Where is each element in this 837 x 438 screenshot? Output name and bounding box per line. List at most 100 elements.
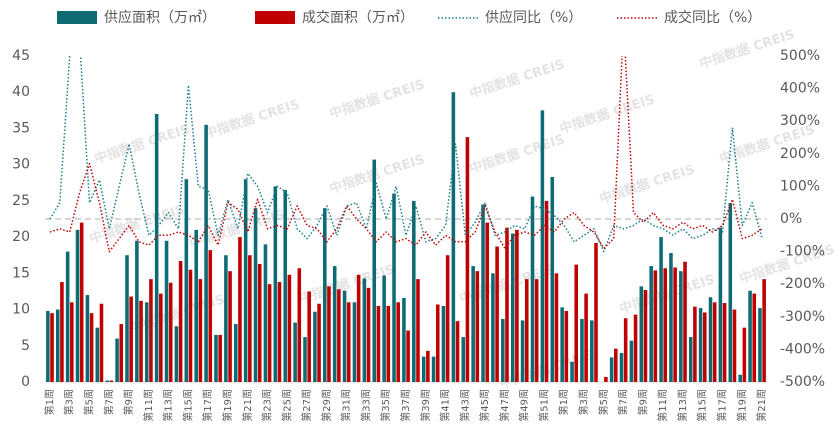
bar	[105, 380, 109, 382]
bar	[234, 324, 238, 382]
bar	[435, 304, 440, 382]
bar	[574, 264, 578, 382]
x-tick-label: 第19周	[735, 389, 748, 422]
y2-tick-label: -100%	[780, 244, 825, 260]
line	[49, 56, 763, 253]
bar	[722, 303, 727, 382]
bar	[253, 208, 258, 382]
x-tick-label: 第17周	[201, 389, 214, 422]
bar	[135, 240, 139, 382]
legend-label: 成交同比（%）	[664, 9, 761, 26]
bar	[524, 279, 529, 382]
bar	[99, 303, 104, 382]
bar	[623, 318, 628, 382]
bar	[604, 376, 608, 382]
line-group	[49, 56, 763, 253]
bar	[228, 271, 232, 382]
bar	[287, 274, 292, 382]
x-tick-label: 第13周	[162, 389, 175, 422]
y2-tick-label: 100%	[780, 178, 820, 194]
bar	[168, 282, 173, 382]
bar	[580, 318, 584, 382]
bar	[356, 274, 361, 382]
bar	[673, 267, 677, 382]
bar	[174, 326, 179, 382]
x-tick-label: 第23周	[261, 389, 274, 422]
bar	[570, 361, 574, 382]
bar	[386, 305, 391, 382]
bar	[712, 302, 717, 382]
y2-tick-label: 0%	[780, 211, 802, 227]
bar	[451, 92, 456, 382]
bar	[55, 309, 60, 382]
bar	[475, 271, 480, 382]
x-tick-label: 第39周	[419, 389, 432, 422]
x-tick-label: 第25周	[280, 389, 293, 422]
y2-tick-label: -400%	[780, 341, 825, 357]
bar	[688, 337, 693, 382]
bar	[317, 303, 321, 382]
y-tick-label: 15	[12, 265, 30, 281]
bar	[698, 308, 703, 382]
bar	[178, 261, 183, 382]
bar	[639, 286, 644, 382]
bar	[402, 297, 406, 382]
bar	[412, 200, 416, 382]
bar	[70, 302, 74, 382]
bar	[728, 203, 733, 382]
bar	[337, 289, 341, 382]
x-tick-label: 第19周	[221, 389, 234, 422]
bar	[505, 227, 509, 382]
legend-label: 供应同比（%）	[485, 9, 582, 26]
bar	[416, 279, 420, 382]
y2-tick-label: 200%	[780, 146, 820, 162]
x-tick-label: 第15周	[696, 389, 709, 422]
bar	[214, 334, 218, 382]
bar	[60, 282, 64, 382]
bar	[257, 263, 262, 382]
bar	[540, 110, 545, 382]
bar	[297, 268, 302, 382]
x-tick-label: 第45周	[478, 389, 491, 422]
x-tick-label: 第11周	[142, 389, 155, 422]
bar	[323, 208, 327, 382]
bar	[208, 250, 213, 382]
bar	[619, 353, 624, 382]
bar	[613, 348, 618, 382]
bar	[653, 270, 658, 382]
y2-tick-label: 300%	[780, 113, 820, 129]
bar	[115, 338, 119, 382]
bar	[164, 240, 169, 382]
bar	[406, 330, 410, 382]
y-tick-label: 30	[12, 157, 30, 173]
bar	[204, 124, 208, 383]
bar	[307, 291, 311, 382]
y-tick-label: 40	[12, 84, 30, 100]
x-tick-label: 第7周	[617, 389, 630, 415]
y-tick-label: 35	[12, 120, 30, 136]
bar	[224, 255, 228, 382]
bar	[273, 186, 278, 382]
bar	[342, 290, 347, 382]
x-tick-label: 第37周	[399, 389, 412, 422]
bar	[431, 356, 436, 382]
bar	[194, 229, 199, 382]
bar	[149, 279, 153, 382]
bar	[50, 313, 54, 382]
bar	[708, 297, 713, 382]
bar	[550, 176, 555, 382]
bar	[693, 306, 697, 382]
x-tick-label: 第1周	[43, 389, 56, 415]
bar	[75, 229, 80, 382]
y-tick-label: 20	[12, 229, 30, 245]
bar	[346, 302, 351, 382]
x-tick-label: 第21周	[755, 389, 768, 422]
bar	[485, 222, 489, 382]
bar	[703, 312, 707, 382]
bar	[718, 227, 723, 382]
x-tick-label: 第17周	[715, 389, 728, 422]
legend-swatch	[57, 11, 97, 24]
bar	[313, 311, 317, 382]
y2-tick-label: 400%	[780, 81, 820, 97]
watermark: 中指数据 CREIS	[187, 206, 286, 252]
